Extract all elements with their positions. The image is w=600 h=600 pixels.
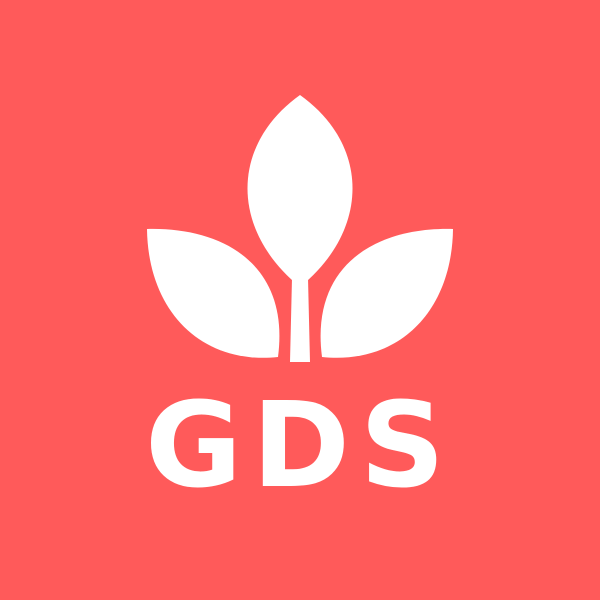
- center-leaf: [247, 95, 353, 287]
- left-leaf: [147, 228, 280, 358]
- right-leaf: [320, 228, 453, 358]
- brand-wordmark: GDS: [145, 376, 455, 514]
- stem: [290, 278, 310, 362]
